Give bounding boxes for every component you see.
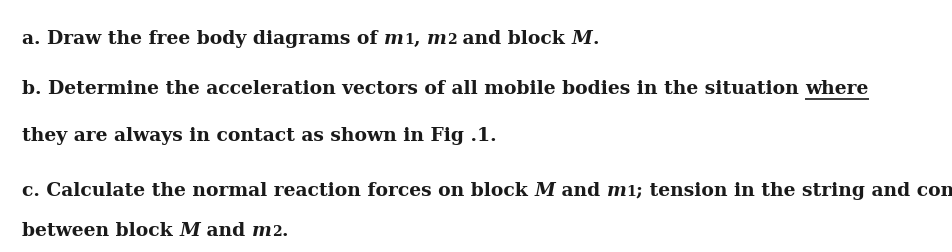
Text: m: m	[384, 30, 404, 48]
Text: .: .	[592, 30, 598, 48]
Text: 2: 2	[271, 225, 281, 239]
Text: m: m	[426, 30, 446, 48]
Text: between block: between block	[22, 222, 179, 240]
Text: a. Draw the free body diagrams of: a. Draw the free body diagrams of	[22, 30, 384, 48]
Text: b. Determine the acceleration vectors of all mobile bodies in the situation: b. Determine the acceleration vectors of…	[22, 80, 804, 98]
Text: and block: and block	[456, 30, 571, 48]
Text: and: and	[200, 222, 251, 240]
Text: c. Calculate the normal reaction forces on block: c. Calculate the normal reaction forces …	[22, 182, 534, 200]
Text: and: and	[555, 182, 606, 200]
Text: ; tension in the string and contact force: ; tension in the string and contact forc…	[636, 182, 952, 200]
Text: m: m	[606, 182, 626, 200]
Text: M: M	[179, 222, 200, 240]
Text: 1: 1	[404, 33, 413, 47]
Text: 1: 1	[626, 185, 636, 199]
Text: ,: ,	[413, 30, 426, 48]
Text: .: .	[281, 222, 288, 240]
Text: M: M	[571, 30, 592, 48]
Text: m: m	[251, 222, 271, 240]
Text: where: where	[804, 80, 867, 98]
Text: 2: 2	[446, 33, 456, 47]
Text: they are always in contact as shown in Fig .1.: they are always in contact as shown in F…	[22, 127, 496, 145]
Text: M: M	[534, 182, 555, 200]
